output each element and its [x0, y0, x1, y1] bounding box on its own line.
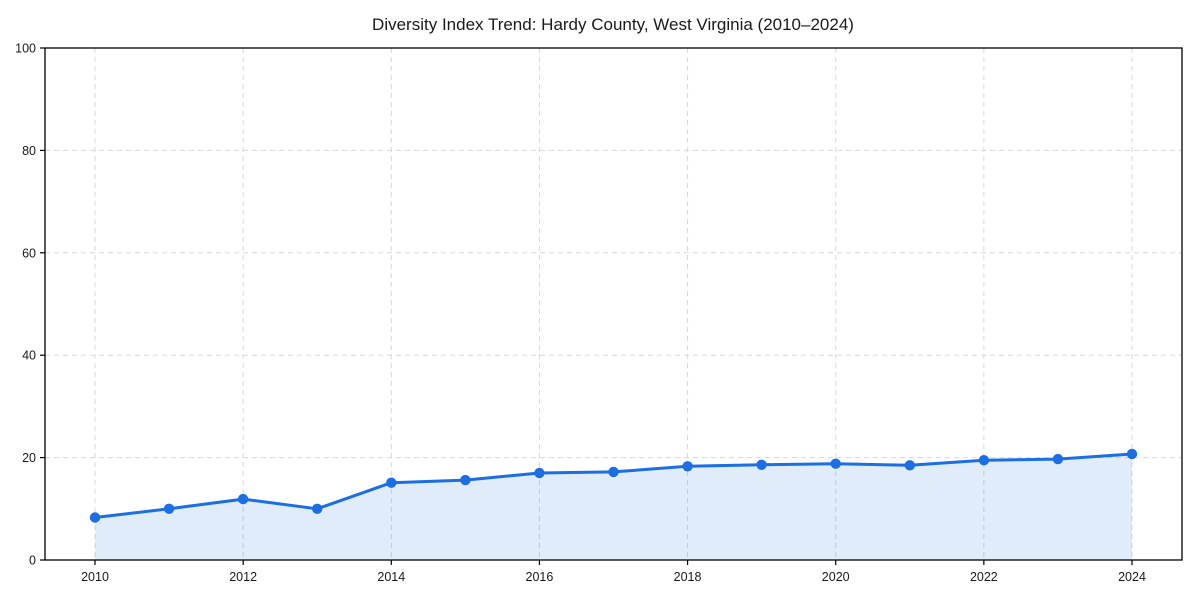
data-point	[830, 458, 841, 469]
data-point	[312, 503, 323, 514]
x-tick-label: 2014	[377, 570, 405, 584]
y-axis-ticks: 0 20 40 60 80 100	[15, 42, 45, 568]
axes-frame	[44, 47, 1183, 561]
x-axis-ticks: 2010 2012 2014 2016 2018 2020 2022 2024	[81, 560, 1146, 584]
x-tick-label: 2022	[970, 570, 998, 584]
y-tick-label: 60	[22, 246, 36, 260]
series-area-fill	[95, 454, 1132, 560]
data-point	[163, 503, 175, 514]
y-tick-label: 80	[22, 144, 36, 158]
x-tick-label: 2012	[229, 570, 257, 584]
data-point	[534, 467, 545, 479]
x-tick-label: 2020	[822, 570, 850, 584]
data-point	[237, 493, 249, 505]
data-point	[682, 461, 693, 472]
plot-frame	[44, 47, 1183, 561]
data-point	[89, 512, 101, 523]
y-tick-label: 40	[22, 349, 36, 363]
data-point	[1126, 448, 1138, 460]
data-point	[608, 466, 619, 478]
y-tick-label: 0	[29, 554, 36, 568]
data-point	[386, 477, 397, 488]
data-point	[1052, 453, 1064, 465]
data-point	[904, 460, 915, 471]
chart-title: Diversity Index Trend: Hardy County, Wes…	[372, 15, 854, 34]
x-tick-label: 2024	[1118, 570, 1146, 584]
x-tick-label: 2018	[674, 570, 702, 584]
y-tick-label: 100	[15, 42, 36, 56]
x-tick-label: 2016	[526, 570, 554, 584]
area-fill-layer	[95, 454, 1132, 560]
data-point	[978, 455, 990, 466]
data-points-layer	[89, 448, 1138, 523]
y-tick-label: 20	[22, 451, 36, 465]
data-point	[460, 474, 471, 486]
data-point	[756, 459, 767, 470]
x-tick-label: 2010	[81, 570, 109, 584]
